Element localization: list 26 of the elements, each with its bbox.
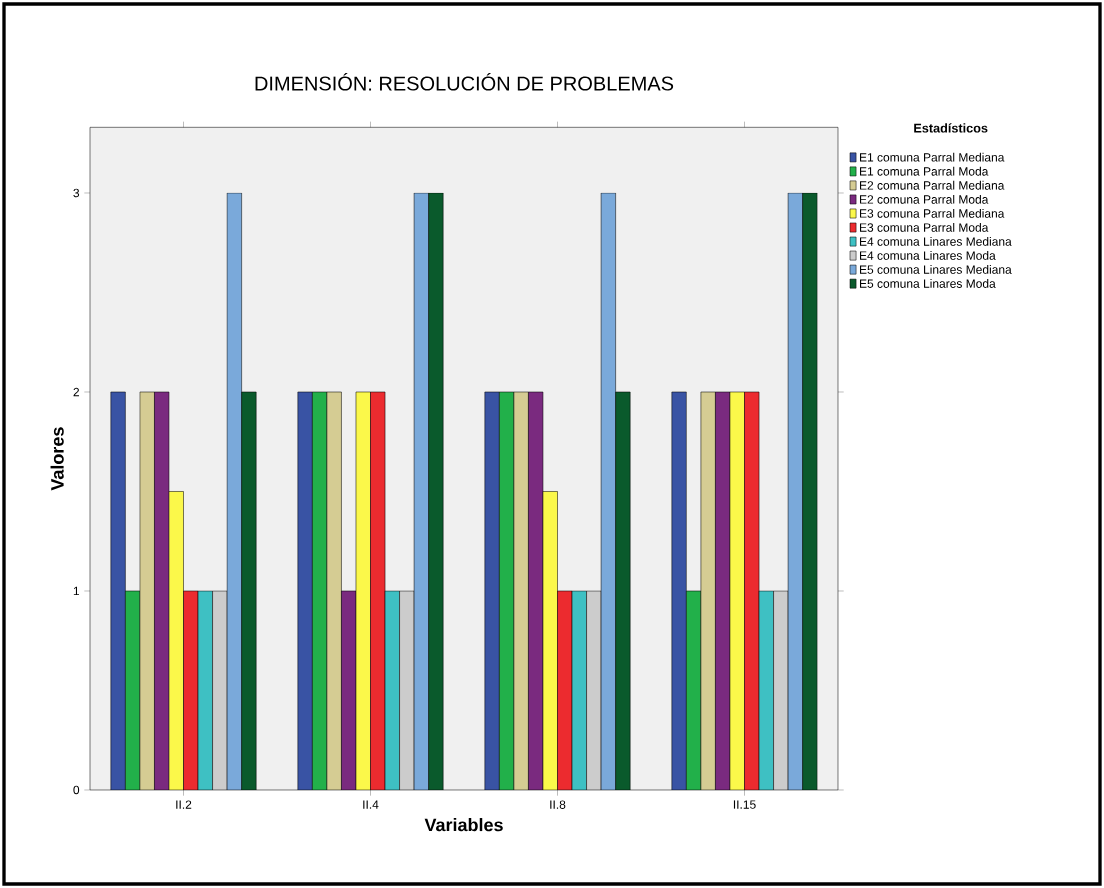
bar (484, 391, 500, 790)
legend-label: E1 comuna Parral Moda (860, 166, 989, 176)
bar (297, 391, 313, 790)
legend-label: E1 comuna Parral Mediana (860, 152, 1005, 162)
legend-label: E4 comuna Linares Moda (860, 251, 996, 260)
y-tick-label: 2 (73, 387, 79, 397)
y-tick-label: 3 (73, 188, 80, 198)
legend-label: E5 comuna Linares Mediana (860, 265, 1012, 274)
legend-label: E5 comuna Linares Moda (860, 279, 996, 288)
bar (110, 391, 126, 790)
y-axis-title: Valores (50, 427, 64, 491)
legend-label: E2 comuna Parral Moda (860, 194, 989, 204)
legend-label: E3 comuna Parral Mediana (860, 208, 1005, 218)
y-tick-label: 1 (73, 586, 80, 596)
legend-label: E2 comuna Parral Mediana (860, 180, 1005, 190)
chart-title: DIMENSIÓN: RESOLUCIÓN DE PROBLEMAS (255, 73, 674, 91)
x-tick-label: II.4 (363, 800, 379, 809)
x-axis-title: Variables (424, 818, 503, 832)
bar (671, 391, 687, 790)
x-tick-label: II.2 (176, 800, 192, 809)
x-tick-label: II.8 (550, 800, 566, 809)
legend-title: Estadísticos (914, 123, 988, 133)
x-tick-label: II.15 (733, 800, 756, 809)
legend-label: E4 comuna Linares Mediana (860, 236, 1012, 246)
y-tick-label: 0 (73, 785, 80, 795)
legend-label: E3 comuna Parral Moda (860, 222, 989, 232)
